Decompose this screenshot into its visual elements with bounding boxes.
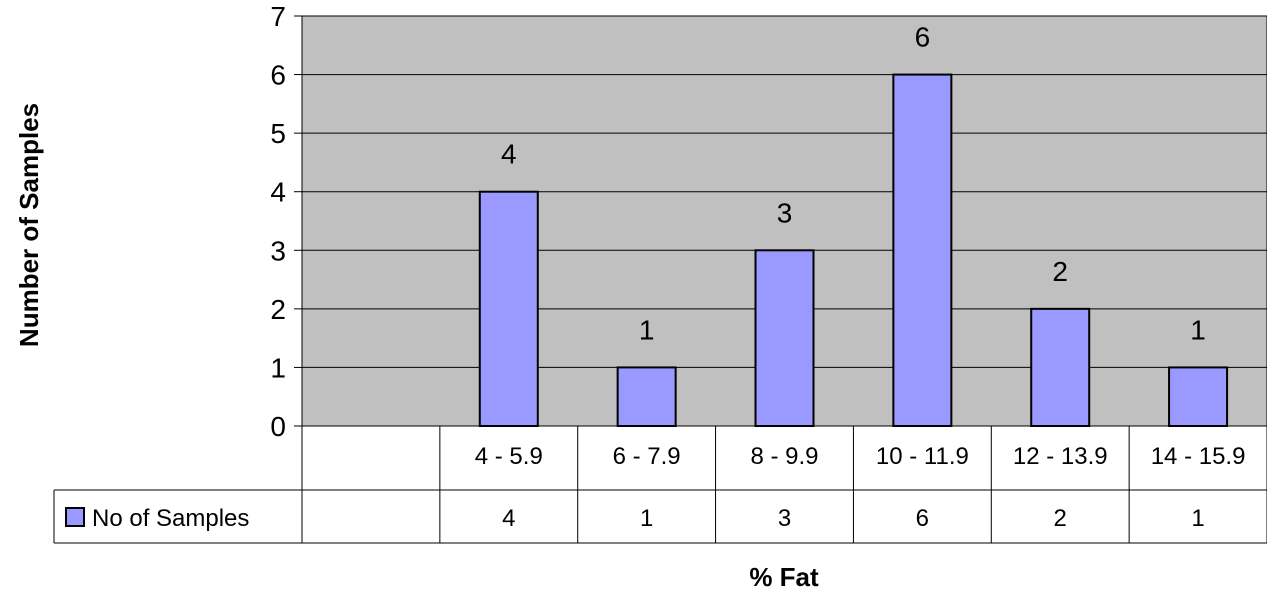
data-label: 4 [501,139,517,170]
x-axis-title: % Fat [749,562,819,592]
table-value: 1 [640,505,653,532]
y-tick-label: 6 [270,60,286,91]
category-label: 14 - 15.9 [1151,443,1246,470]
bar [478,190,539,427]
y-tick-label: 2 [270,294,286,325]
data-label: 1 [639,314,655,345]
data-label: 1 [1190,314,1206,345]
data-label: 2 [1052,256,1068,287]
bar [754,249,815,427]
category-label: 12 - 13.9 [1013,443,1108,470]
data-label: 3 [777,197,793,228]
table-value: 1 [1191,505,1204,532]
y-tick-label: 3 [270,235,286,266]
data-labels: 4 1 3 6 2 1 [501,22,1206,346]
y-tick-label: 1 [270,352,286,383]
category-label: 4 - 5.9 [475,443,543,470]
y-tick-label: 7 [270,1,286,32]
bar [1168,366,1229,427]
y-tick-label: 4 [270,177,286,208]
y-tick-label: 0 [270,411,286,442]
y-axis-title: Number of Samples [14,103,44,347]
legend-label: No of Samples [92,505,249,532]
bar [1030,307,1091,428]
data-label: 6 [915,22,931,53]
legend-swatch [65,507,85,527]
table-value: 2 [1054,505,1067,532]
category-label: 6 - 7.9 [613,443,681,470]
table-value: 3 [778,505,791,532]
bars [478,73,1229,428]
data-table: 4 - 5.9 4 6 - 7.9 1 8 - 9.9 3 10 - 11.9 6 12 - 1… [53,426,1267,544]
category-label: 8 - 9.9 [750,443,818,470]
y-axis-ticks: 0 1 2 3 4 5 6 7 [270,1,302,442]
table-value: 6 [916,505,929,532]
table-value: 4 [502,505,515,532]
y-tick-label: 5 [270,118,286,149]
bar [616,366,677,427]
category-label: 10 - 11.9 [876,443,969,470]
bar [892,73,953,427]
